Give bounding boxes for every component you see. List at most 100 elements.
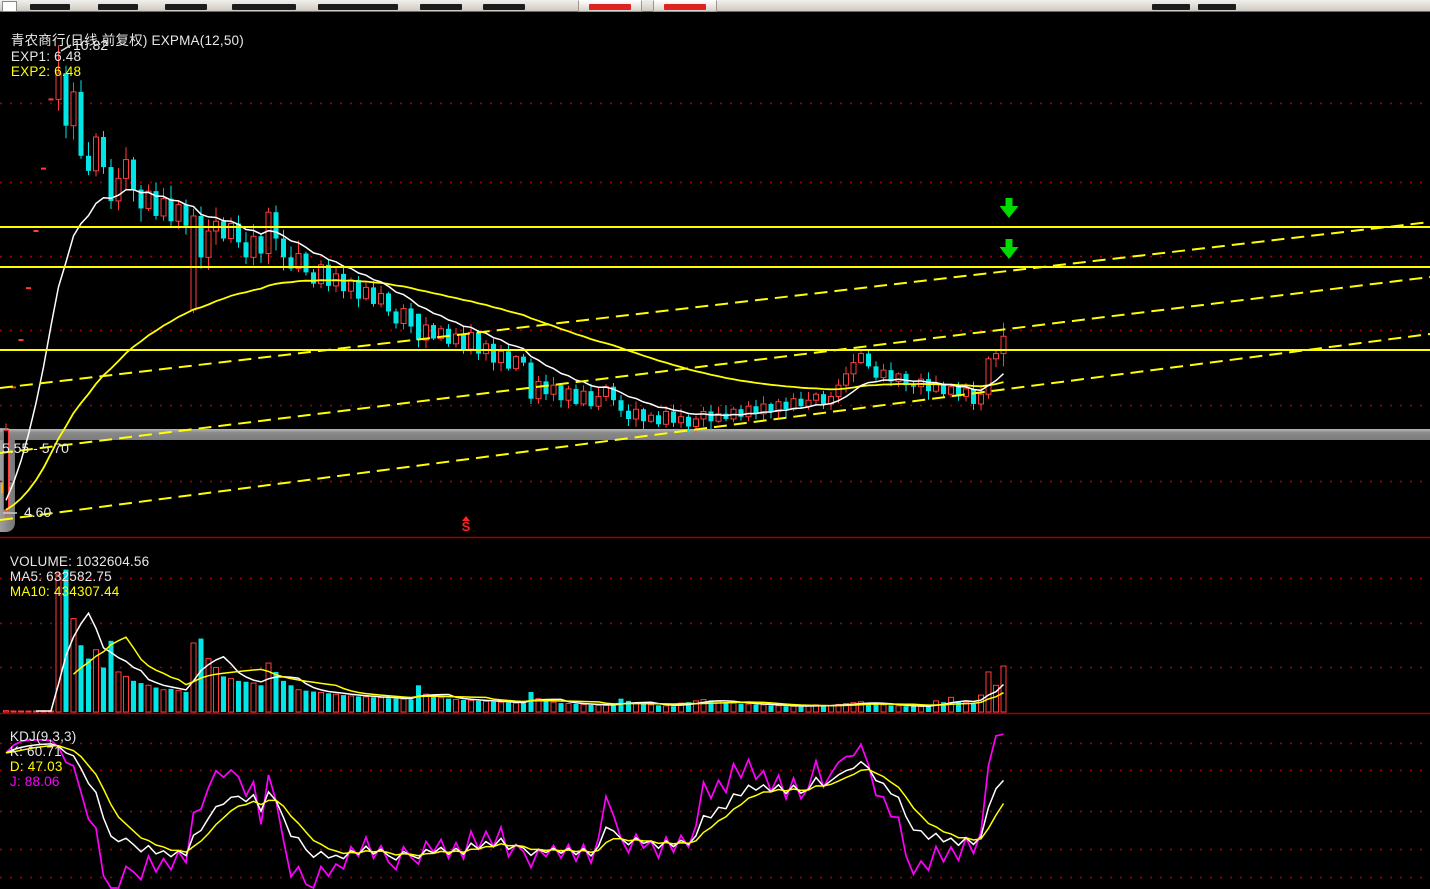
issue-range-label: 5.55 - 5.70: [2, 440, 69, 456]
app-icon[interactable]: [2, 1, 17, 12]
menu-item-fragment[interactable]: [30, 4, 70, 10]
candle-up: [363, 286, 369, 300]
red-button-label-fragment: [664, 4, 706, 10]
volume-bar-up: [663, 705, 669, 713]
candle-down: [971, 388, 976, 404]
menu-item-fragment[interactable]: [483, 4, 525, 10]
volume-bar-down: [281, 680, 286, 712]
volume-bar-down: [311, 691, 316, 712]
candle-down: [393, 311, 399, 324]
candle-up: [400, 307, 407, 324]
volume-bar-down: [138, 683, 144, 712]
toolbar-red-button[interactable]: [653, 0, 717, 12]
menu-item-fragment[interactable]: [318, 4, 398, 10]
candle-up: [678, 416, 684, 424]
kdj-pane-header: KDJ(9,3,3) K: 60.71 D: 47.03 J: 88.06: [2, 714, 85, 789]
one-price-candle: [26, 287, 31, 290]
candle-down: [618, 400, 624, 411]
volume-bar-down: [101, 667, 106, 712]
candle-down: [521, 356, 526, 363]
candle-down: [656, 415, 661, 425]
candle-up: [760, 403, 767, 415]
candle-up: [843, 373, 849, 386]
volume-bar-down: [558, 703, 564, 712]
red-button-label-fragment: [589, 4, 631, 10]
volume-bar-up: [933, 700, 939, 713]
menu-item-fragment[interactable]: [420, 4, 462, 10]
chart-title-row: 青农商行(日线.前复权) EXPMA(12,50) EXP1: 6.48 EXP…: [3, 14, 253, 79]
volume-bar-down: [491, 701, 496, 712]
candle-up: [805, 399, 812, 407]
kdj-j-value: J: 88.06: [9, 774, 60, 789]
candle-up: [580, 390, 587, 405]
volume-bar-up: [565, 703, 572, 713]
kdj-k-line: [5, 743, 1005, 861]
volume-bar-up: [880, 704, 887, 713]
volume-bar-up: [295, 689, 302, 713]
volume-bar-down: [911, 706, 916, 712]
menu-item-fragment[interactable]: [1198, 4, 1236, 10]
volume-bar-up: [25, 710, 32, 713]
candle-up: [948, 386, 954, 395]
volume-bar-down: [866, 703, 871, 712]
one-price-candle: [11, 386, 16, 389]
candle-down: [506, 351, 511, 369]
candle-down: [108, 167, 114, 201]
candle-up: [115, 177, 122, 202]
candle-down: [941, 383, 946, 395]
menu-item-fragment[interactable]: [1152, 4, 1190, 10]
one-price-candle: [18, 339, 24, 342]
volume-bar-up: [3, 710, 9, 713]
candle-up: [693, 418, 699, 428]
candle-up: [160, 198, 167, 217]
top-menu-bar: [0, 0, 1430, 12]
toolbar-red-button[interactable]: [578, 0, 642, 12]
menu-item-fragment[interactable]: [232, 4, 296, 10]
candle-down: [926, 379, 931, 392]
volume-bar-up: [318, 691, 324, 713]
kdj-params: KDJ(9,3,3): [9, 729, 77, 744]
candle-down: [866, 353, 871, 367]
candle-down: [873, 366, 879, 378]
candle-down: [168, 198, 174, 222]
sell-signal-marker: S: [458, 516, 474, 533]
volume-bar-down: [873, 703, 879, 712]
candle-down: [153, 191, 159, 216]
volume-bar-up: [265, 662, 272, 713]
candle-up: [453, 333, 459, 345]
candle-up: [1000, 335, 1007, 355]
candle-up: [633, 408, 639, 420]
candle-down: [101, 137, 106, 168]
volume-bar-up: [400, 698, 407, 713]
volume-bar-up: [1000, 665, 1007, 713]
candle-up: [423, 324, 429, 341]
candle-down: [911, 385, 916, 387]
candle-down: [573, 388, 579, 404]
kdj-k-value: K: 60.71: [9, 744, 62, 759]
volume-bar-up: [700, 699, 707, 713]
volume-bar-up: [10, 710, 17, 713]
menu-item-fragment[interactable]: [165, 4, 207, 10]
horizontal-splitter-bar[interactable]: [0, 429, 1430, 440]
volume-bar-down: [168, 688, 174, 712]
volume-bar-up: [160, 689, 167, 713]
volume-bar-down: [941, 702, 946, 712]
volume-bar-up: [963, 701, 969, 713]
trend-line: [0, 221, 1430, 389]
menu-item-fragment[interactable]: [98, 4, 138, 10]
green-down-arrow-icon: [999, 198, 1019, 218]
candle-up: [205, 230, 212, 258]
candle-up: [318, 264, 324, 285]
peak-pointer-line: [60, 44, 72, 52]
volume-bar-up: [18, 710, 24, 713]
volume-bar-up: [730, 702, 737, 713]
candle-up: [3, 429, 9, 511]
kdj-d-line: [5, 744, 1005, 857]
volume-bar-up: [378, 697, 384, 713]
candle-up: [595, 395, 602, 407]
volume-bar-up: [828, 705, 834, 713]
candle-down: [491, 343, 496, 363]
volume-bar-up: [648, 704, 654, 713]
candle-down: [738, 409, 744, 417]
